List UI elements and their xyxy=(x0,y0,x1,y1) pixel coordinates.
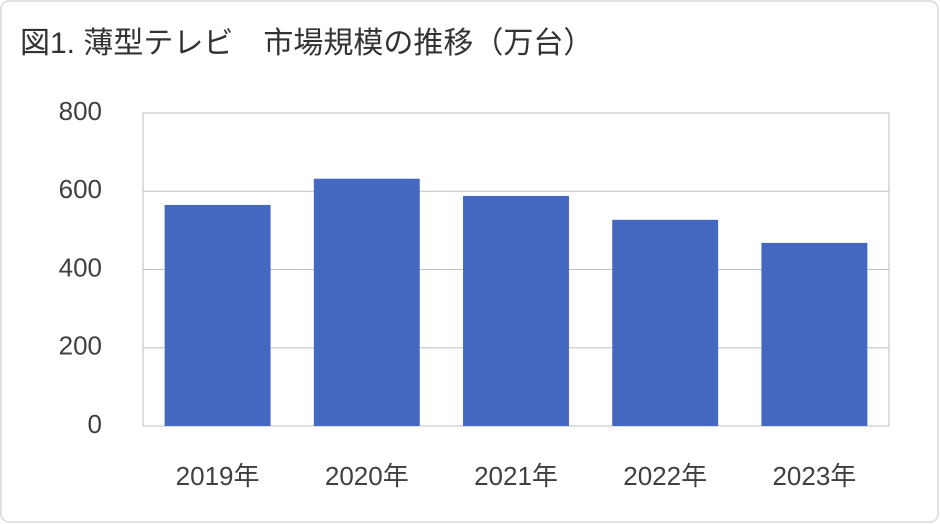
bar xyxy=(612,219,719,426)
x-tick-label: 2023年 xyxy=(772,461,856,491)
y-tick-label: 400 xyxy=(59,252,102,282)
x-tick-label: 2020年 xyxy=(325,461,409,491)
bar xyxy=(313,178,420,426)
chart-title: 図1. 薄型テレビ 市場規模の推移（万台） xyxy=(20,27,593,60)
y-tick-label: 0 xyxy=(88,409,102,439)
x-tick-label: 2022年 xyxy=(623,461,707,491)
y-tick-label: 800 xyxy=(59,96,102,126)
y-tick-label: 200 xyxy=(59,331,102,361)
x-tick-label: 2019年 xyxy=(176,461,260,491)
x-tick-label: 2021年 xyxy=(474,461,558,491)
y-tick-label: 600 xyxy=(59,174,102,204)
bar xyxy=(463,195,569,426)
bar xyxy=(164,204,271,426)
bar xyxy=(761,242,868,426)
